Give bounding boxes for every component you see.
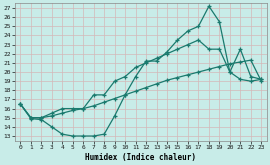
- X-axis label: Humidex (Indice chaleur): Humidex (Indice chaleur): [85, 152, 196, 162]
